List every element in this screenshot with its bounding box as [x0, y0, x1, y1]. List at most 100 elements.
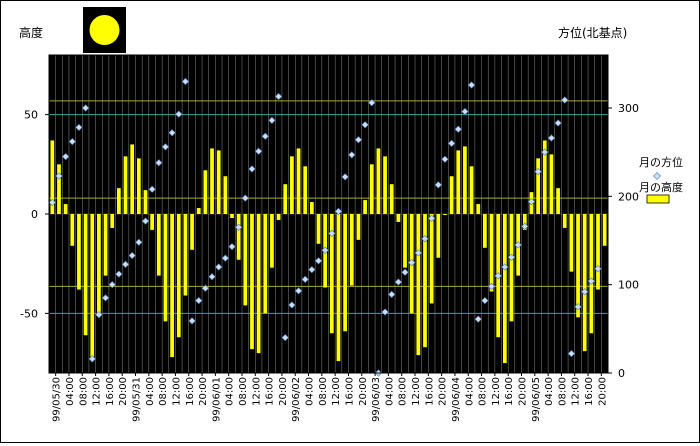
altitude-bar: [150, 214, 155, 230]
azimuth-point: [148, 185, 156, 193]
azimuth-point: [128, 251, 136, 260]
x-tick-label: 04:00: [305, 377, 316, 406]
azimuth-point: [561, 96, 569, 104]
azimuth-point: [361, 121, 369, 129]
altitude-bar: [63, 204, 68, 214]
x-tick-label: 20:00: [358, 377, 369, 406]
azimuth-point: [507, 253, 516, 261]
azimuth-point: [235, 223, 243, 231]
x-tick-label: 04:00: [225, 377, 236, 406]
azimuth-point: [541, 148, 549, 156]
altitude-bar: [190, 214, 194, 250]
azimuth-point: [121, 260, 130, 268]
altitude-bar: [103, 214, 108, 276]
altitude-bar: [316, 214, 321, 244]
x-tick-label: 12:00: [251, 377, 262, 406]
altitude-bar: [203, 170, 208, 214]
azimuth-point: [294, 287, 303, 295]
azimuth-point: [467, 81, 476, 89]
right-axis-label: 方位(北基点): [558, 25, 627, 40]
altitude-bar: [396, 214, 401, 222]
x-tick-label: 08:00: [478, 377, 489, 406]
altitude-bar: [483, 214, 487, 248]
x-tick-label: 08:00: [557, 377, 568, 406]
x-tick-label: 12:00: [491, 377, 502, 406]
right-tick-label: 0: [618, 367, 625, 380]
azimuth-point: [547, 134, 556, 142]
azimuth-point: [115, 270, 123, 278]
altitude-bar: [602, 214, 607, 246]
altitude-bar: [130, 144, 135, 214]
altitude-bar: [210, 148, 214, 214]
x-tick-label: 04:00: [464, 377, 475, 406]
altitude-bar: [423, 214, 427, 348]
azimuth-point: [241, 194, 249, 202]
azimuth-point: [175, 110, 183, 118]
altitude-bar: [509, 214, 514, 322]
altitude-bar: [276, 214, 281, 220]
left-tick-label: 0: [31, 208, 38, 221]
altitude-bar: [383, 156, 387, 214]
altitude-bar: [556, 188, 560, 214]
altitude-bar: [163, 214, 168, 322]
x-tick-label: 12:00: [571, 377, 582, 406]
azimuth-point: [208, 273, 216, 281]
legend-azimuth-marker: [653, 172, 661, 180]
altitude-bar: [263, 214, 268, 314]
x-tick-label: 12:00: [331, 377, 342, 406]
right-tick-label: 200: [618, 190, 639, 203]
altitude-bar: [336, 214, 341, 362]
x-tick-label: 08:00: [318, 377, 329, 406]
azimuth-point: [394, 278, 402, 286]
azimuth-point: [587, 277, 595, 285]
sun-icon: [89, 15, 120, 45]
altitude-bar: [70, 214, 75, 246]
azimuth-point: [354, 136, 363, 144]
altitude-bar: [469, 166, 474, 214]
azimuth-point: [88, 355, 96, 363]
altitude-bar: [456, 150, 461, 214]
altitude-bar: [156, 214, 161, 276]
azimuth-point: [108, 281, 116, 289]
azimuth-point: [181, 77, 190, 86]
altitude-bar: [77, 214, 81, 290]
legend-azimuth-label: 月の方位: [639, 155, 683, 169]
azimuth-point: [461, 107, 469, 116]
altitude-bar: [123, 156, 128, 214]
azimuth-point: [188, 317, 196, 325]
azimuth-point: [261, 132, 269, 140]
azimuth-point: [135, 238, 143, 246]
azimuth-point: [81, 104, 90, 112]
altitude-bar: [582, 214, 587, 352]
altitude-bar: [356, 214, 361, 240]
azimuth-point: [401, 268, 409, 276]
x-tick-label: 99/05/31: [132, 377, 143, 422]
altitude-bar: [363, 200, 367, 214]
azimuth-point: [201, 284, 210, 292]
azimuth-point: [421, 235, 429, 243]
azimuth-point: [581, 288, 589, 296]
altitude-bar: [443, 214, 447, 215]
altitude-bar: [589, 214, 594, 334]
azimuth-point: [95, 311, 103, 319]
azimuth-point: [141, 217, 150, 225]
azimuth-point: [48, 198, 56, 207]
altitude-bar: [389, 184, 394, 214]
azimuth-point: [521, 222, 529, 230]
x-tick-label: 12:00: [92, 377, 103, 406]
x-tick-label: 20:00: [198, 377, 209, 406]
azimuth-point: [534, 167, 542, 176]
altitude-bar: [309, 202, 314, 214]
altitude-bar: [136, 158, 141, 214]
altitude-bar: [183, 214, 188, 296]
altitude-bar: [349, 214, 354, 286]
altitude-bar: [117, 188, 121, 214]
altitude-bar: [536, 158, 540, 214]
x-tick-label: 16:00: [584, 377, 595, 406]
azimuth-point: [308, 266, 316, 274]
x-tick-label: 16:00: [504, 377, 515, 406]
altitude-bar: [296, 148, 301, 214]
altitude-bar: [90, 214, 95, 358]
